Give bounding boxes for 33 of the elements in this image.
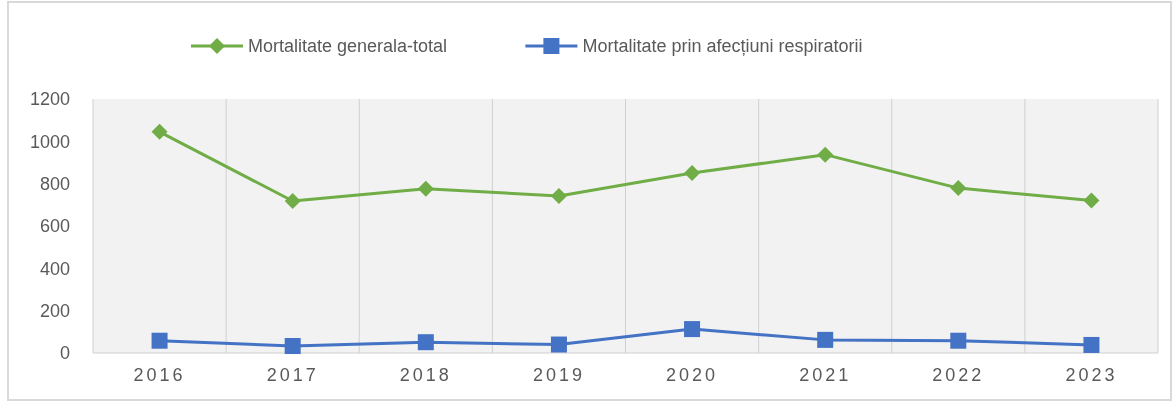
y-tick-label: 600 [39, 216, 70, 237]
y-tick-label: 1200 [29, 89, 70, 110]
point [950, 180, 967, 197]
x-tick-label: 2016 [133, 365, 186, 385]
point [817, 331, 834, 348]
legend-label: Mortalitate prin afecțiuni respiratorii [582, 36, 863, 57]
point [550, 336, 567, 353]
point [1083, 192, 1100, 209]
y-tick-label: 800 [39, 173, 70, 194]
x-tick-label: 2021 [799, 365, 852, 385]
point [1083, 336, 1100, 353]
legend-label: Mortalitate generala-total [248, 36, 448, 57]
point [284, 193, 301, 210]
point [817, 146, 834, 163]
x-tick-label: 2023 [1065, 365, 1118, 385]
point [684, 321, 701, 338]
x-tick-label: 2022 [932, 365, 985, 385]
y-tick-label: 200 [39, 300, 70, 321]
point [284, 338, 301, 355]
y-tick-label: 0 [59, 343, 70, 364]
point [550, 187, 567, 204]
x-tick-label: 2019 [532, 365, 585, 385]
point [950, 332, 967, 349]
y-tick-label: 400 [39, 258, 70, 279]
point [684, 165, 701, 182]
point [151, 123, 168, 140]
x-tick-label: 2018 [399, 365, 452, 385]
point [417, 180, 434, 197]
y-tick-label: 1000 [29, 131, 70, 152]
point [417, 334, 434, 351]
point [151, 332, 168, 349]
x-tick-label: 2020 [666, 365, 719, 385]
x-tick-label: 2017 [266, 365, 319, 385]
